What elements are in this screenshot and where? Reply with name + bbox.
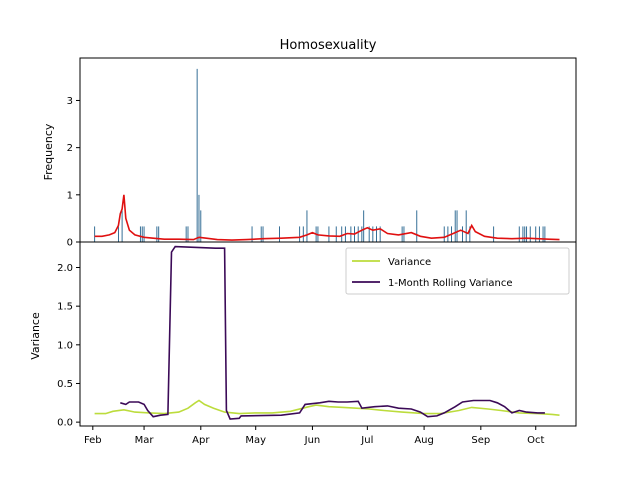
x-tick-label: Jul [360, 435, 373, 446]
top-y-tick-label: 3 [67, 96, 73, 107]
top-y-tick-label: 2 [67, 143, 73, 154]
x-tick-label: Apr [192, 435, 210, 446]
x-tick-label: Mar [135, 435, 155, 446]
top-y-tick-label: 0 [67, 238, 73, 249]
x-tick-label: Feb [84, 435, 102, 446]
x-tick-label: Jun [304, 435, 321, 446]
frequency-rolling-line [94, 194, 560, 241]
x-tick-label: Oct [527, 435, 544, 446]
legend: Variance 1-Month Rolling Variance [345, 247, 570, 295]
bottom-axes-frame [79, 241, 577, 427]
bottom-panel: 0.0 0.5 1.0 1.5 2.0 Feb Mar Apr May Jun Jul Aug Sep O… [57, 241, 577, 446]
top-panel: 0 1 2 3 [67, 57, 577, 249]
bottom-y-tick-label: 1.0 [57, 340, 73, 351]
top-y-tick-label: 1 [67, 190, 73, 201]
top-y-axis-label: Frequency [42, 123, 55, 180]
legend-label: 1-Month Rolling Variance [388, 278, 513, 289]
bottom-y-tick-label: 0.5 [57, 379, 73, 390]
legend-box [345, 247, 570, 295]
x-tick-label: Aug [414, 435, 434, 446]
x-tick-label: May [245, 435, 266, 446]
chart-title: Homosexuality [280, 38, 377, 53]
bottom-y-axis-label: Variance [29, 312, 42, 360]
bottom-y-tick-label: 1.5 [57, 302, 73, 313]
bottom-y-tick-label: 0.0 [57, 418, 73, 429]
legend-label: Variance [388, 257, 431, 268]
x-tick-label: Sep [471, 435, 490, 446]
rolling-variance-line [120, 245, 545, 420]
variance-line [94, 399, 560, 416]
bottom-y-tick-label: 2.0 [57, 263, 73, 274]
